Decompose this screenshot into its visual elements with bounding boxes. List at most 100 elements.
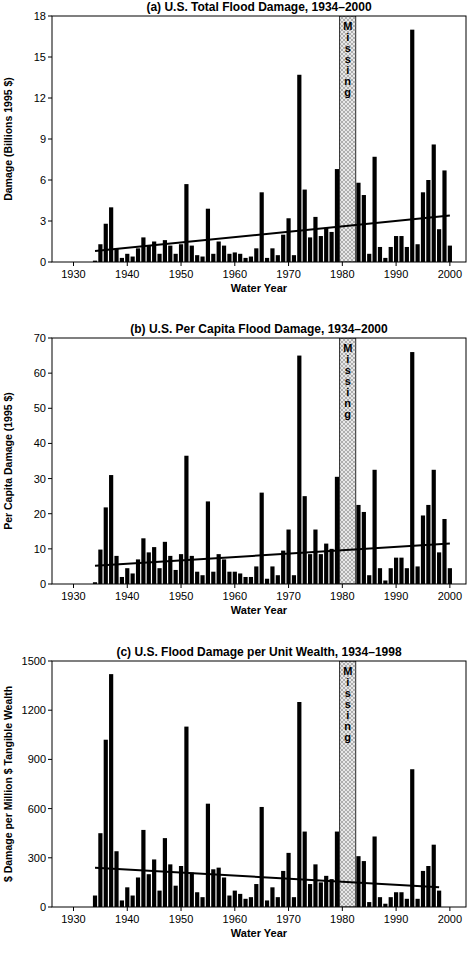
bar (399, 892, 403, 907)
bar (254, 566, 258, 584)
plot-area (93, 16, 452, 262)
bar (421, 871, 425, 907)
x-tick (288, 584, 289, 588)
bar (195, 572, 199, 584)
bar (152, 859, 156, 907)
bar (233, 572, 237, 584)
bar (292, 897, 296, 907)
bar (206, 501, 210, 584)
x-tick (342, 584, 343, 588)
bar (141, 237, 145, 262)
x-tick-label: 1960 (223, 913, 247, 925)
x-tick (449, 584, 450, 588)
y-tick (48, 584, 52, 585)
bar (200, 575, 204, 584)
x-tick (234, 907, 235, 911)
x-tick (449, 262, 450, 266)
bar (141, 538, 145, 584)
y-tick-label: 20 (34, 508, 46, 520)
bar (114, 248, 118, 262)
bar (378, 247, 382, 262)
bar (335, 832, 339, 907)
missing-char: g (344, 731, 351, 743)
x-tick-label: 1980 (330, 913, 354, 925)
bar (174, 570, 178, 584)
bar (120, 900, 124, 907)
panel: (b) U.S. Per Capita Flood Damage, 1934–2… (2, 322, 466, 616)
bar (147, 874, 151, 907)
y-tick (48, 661, 52, 662)
bar (313, 864, 317, 907)
x-tick (342, 907, 343, 911)
bar (104, 507, 108, 584)
x-tick-label: 1960 (223, 590, 247, 602)
bar (125, 254, 129, 262)
x-tick-label: 1960 (223, 268, 247, 280)
y-tick-label: 30 (34, 473, 46, 485)
bar (168, 864, 172, 907)
y-tick (48, 759, 52, 760)
missing-char: g (344, 408, 351, 420)
bar (131, 257, 135, 262)
y-tick-label: 1500 (22, 655, 46, 667)
bar (184, 456, 188, 584)
bar (109, 207, 113, 262)
bar (335, 477, 339, 584)
x-tick (396, 584, 397, 588)
bar (432, 845, 436, 907)
y-tick (48, 808, 52, 809)
x-tick-label: 1940 (115, 590, 139, 602)
x-tick-label: 1940 (115, 913, 139, 925)
bar (195, 892, 199, 907)
bar (125, 887, 129, 907)
y-tick-label: 3 (40, 215, 46, 227)
x-axis-label: Water Year (231, 927, 288, 939)
bar (373, 470, 377, 584)
bar (98, 244, 102, 262)
bar (114, 851, 118, 907)
frame (52, 16, 466, 262)
bar (109, 475, 113, 584)
y-tick-label: 40 (34, 437, 46, 449)
x-tick (342, 262, 343, 266)
bar (394, 236, 398, 262)
bar (410, 30, 414, 262)
bar (222, 559, 226, 584)
x-tick (396, 262, 397, 266)
x-tick-label: 2000 (438, 913, 462, 925)
x-tick-label: 1930 (61, 268, 85, 280)
bar (416, 899, 420, 907)
bar (184, 184, 188, 262)
bar (383, 258, 387, 262)
bar (297, 356, 301, 584)
bar (233, 252, 237, 262)
bar (356, 183, 360, 262)
bar (329, 879, 333, 907)
x-tick-label: 1940 (115, 268, 139, 280)
bar (254, 248, 258, 262)
bar (410, 352, 414, 584)
x-tick-label: 1990 (384, 590, 408, 602)
bar (217, 868, 221, 907)
y-tick (48, 478, 52, 479)
bar (243, 577, 247, 584)
x-tick-label: 1990 (384, 913, 408, 925)
x-tick-label: 1950 (169, 913, 193, 925)
x-tick (234, 584, 235, 588)
bar (367, 575, 371, 584)
bar (303, 190, 307, 262)
bar (93, 896, 97, 907)
x-tick-label: 1950 (169, 268, 193, 280)
bar (152, 547, 156, 584)
y-tick (48, 710, 52, 711)
bar (157, 254, 161, 262)
bar (356, 505, 360, 584)
bar (265, 258, 269, 262)
bar (254, 884, 258, 907)
bar (120, 577, 124, 584)
bar (292, 575, 296, 584)
x-tick (127, 262, 128, 266)
y-tick-label: 6 (40, 174, 46, 186)
y-tick (48, 408, 52, 409)
bar (211, 254, 215, 262)
